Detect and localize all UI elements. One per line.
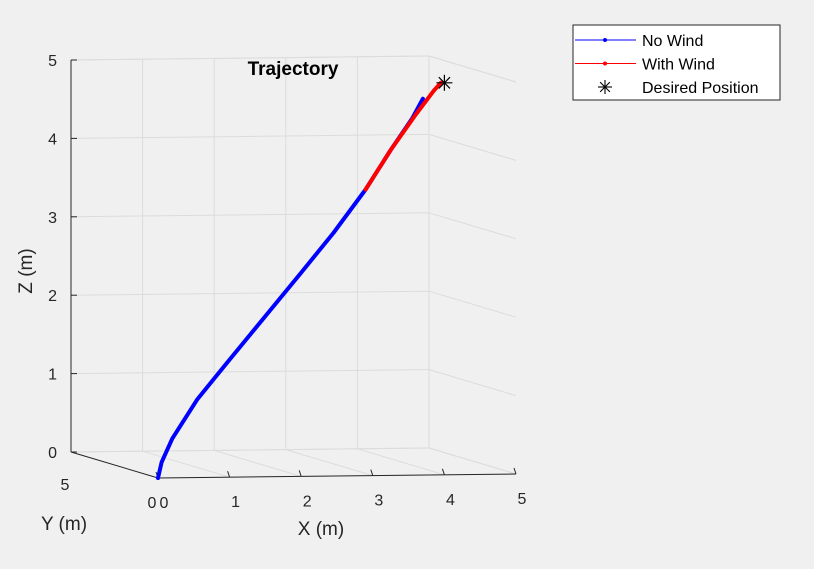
grid-line [70,55,430,61]
grid-line [70,212,430,218]
z-tick-label: 4 [48,131,57,148]
grid-line [428,133,517,161]
grid-line [428,212,517,240]
desired-position-marker [436,74,453,91]
asterisk-stroke [438,76,451,89]
z-tick-label: 5 [48,53,57,70]
legend-with-wind-marker [603,61,607,66]
z-tick-label: 0 [48,445,57,462]
y-axis [70,451,159,479]
x-axis-label: X (m) [298,519,344,540]
x-tick-label: 3 [374,493,383,510]
z-tick-labels: 0 1 2 3 4 5 [48,53,57,462]
x-tick-label: 0 [160,495,169,512]
x-tick-label: 5 [518,491,527,508]
y-tick-label: 5 [61,477,70,494]
grid-lines [70,55,517,479]
z-axis-label: Z (m) [16,248,37,293]
y-axis-label: Y (m) [41,514,87,535]
x-tick-mark [227,471,231,478]
x-tick-label: 2 [303,493,312,510]
grid-line [428,447,517,475]
grid-line [285,449,373,477]
grid-line [428,55,517,83]
grid-line [142,450,230,478]
x-tick-mark [370,469,374,476]
z-tick-label: 2 [48,288,57,305]
x-tick-labels: 0 1 2 3 4 5 [160,491,527,512]
x-tick-mark [513,467,517,475]
legend-with-wind-label: With Wind [642,57,715,74]
z-tick-label: 3 [48,210,57,227]
plot-series [156,74,453,480]
grid-line [70,133,430,139]
grid-line [70,369,430,375]
y-tick-label: 0 [148,495,157,512]
z-tick-label: 1 [48,367,57,384]
chart-title: Trajectory [248,59,339,80]
grid-line [214,449,302,477]
legend-no-wind-label: No Wind [642,33,703,50]
grid-line [428,369,517,397]
axes-lines [70,59,517,479]
grid-line [357,448,445,476]
grid-line [70,447,430,453]
legend-desired-position-label: Desired Position [642,80,759,97]
legend-no-wind-marker [603,38,607,42]
with-wind-line [363,80,443,192]
x-tick-label: 4 [446,492,455,509]
x-tick-mark [298,470,302,477]
x-tick-mark [441,468,445,475]
x-axis [157,473,517,479]
grid-line [70,290,430,296]
y-tick-labels: 05 [61,477,157,512]
legend: No Wind With Wind Desired Position [572,24,781,101]
axes-box [70,55,517,448]
legend-desired-position-marker [599,81,611,93]
grid-line [428,290,517,318]
x-tick-label: 1 [231,494,240,511]
no-wind-line [156,96,425,480]
